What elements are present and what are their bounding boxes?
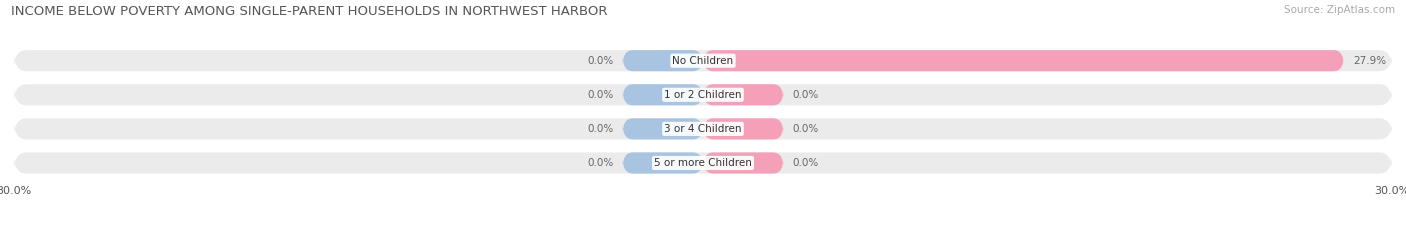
Text: 3 or 4 Children: 3 or 4 Children (664, 124, 742, 134)
Text: 0.0%: 0.0% (588, 158, 613, 168)
Text: INCOME BELOW POVERTY AMONG SINGLE-PARENT HOUSEHOLDS IN NORTHWEST HARBOR: INCOME BELOW POVERTY AMONG SINGLE-PARENT… (11, 5, 607, 18)
FancyBboxPatch shape (703, 152, 783, 174)
FancyBboxPatch shape (703, 118, 783, 140)
Legend: Single Father, Single Mother: Single Father, Single Mother (596, 230, 810, 233)
Text: 0.0%: 0.0% (793, 158, 818, 168)
Text: 0.0%: 0.0% (588, 124, 613, 134)
Text: 27.9%: 27.9% (1353, 56, 1386, 66)
FancyBboxPatch shape (623, 84, 703, 105)
FancyBboxPatch shape (14, 118, 1392, 140)
Text: 0.0%: 0.0% (793, 124, 818, 134)
Text: 0.0%: 0.0% (588, 56, 613, 66)
Text: No Children: No Children (672, 56, 734, 66)
FancyBboxPatch shape (623, 50, 703, 71)
FancyBboxPatch shape (623, 152, 703, 174)
Text: 1 or 2 Children: 1 or 2 Children (664, 90, 742, 100)
FancyBboxPatch shape (703, 84, 783, 105)
FancyBboxPatch shape (14, 152, 1392, 174)
Text: 0.0%: 0.0% (588, 90, 613, 100)
FancyBboxPatch shape (623, 118, 703, 140)
FancyBboxPatch shape (703, 50, 1344, 71)
Text: Source: ZipAtlas.com: Source: ZipAtlas.com (1284, 5, 1395, 15)
Text: 5 or more Children: 5 or more Children (654, 158, 752, 168)
Text: 0.0%: 0.0% (793, 90, 818, 100)
FancyBboxPatch shape (14, 84, 1392, 105)
FancyBboxPatch shape (14, 50, 1392, 71)
